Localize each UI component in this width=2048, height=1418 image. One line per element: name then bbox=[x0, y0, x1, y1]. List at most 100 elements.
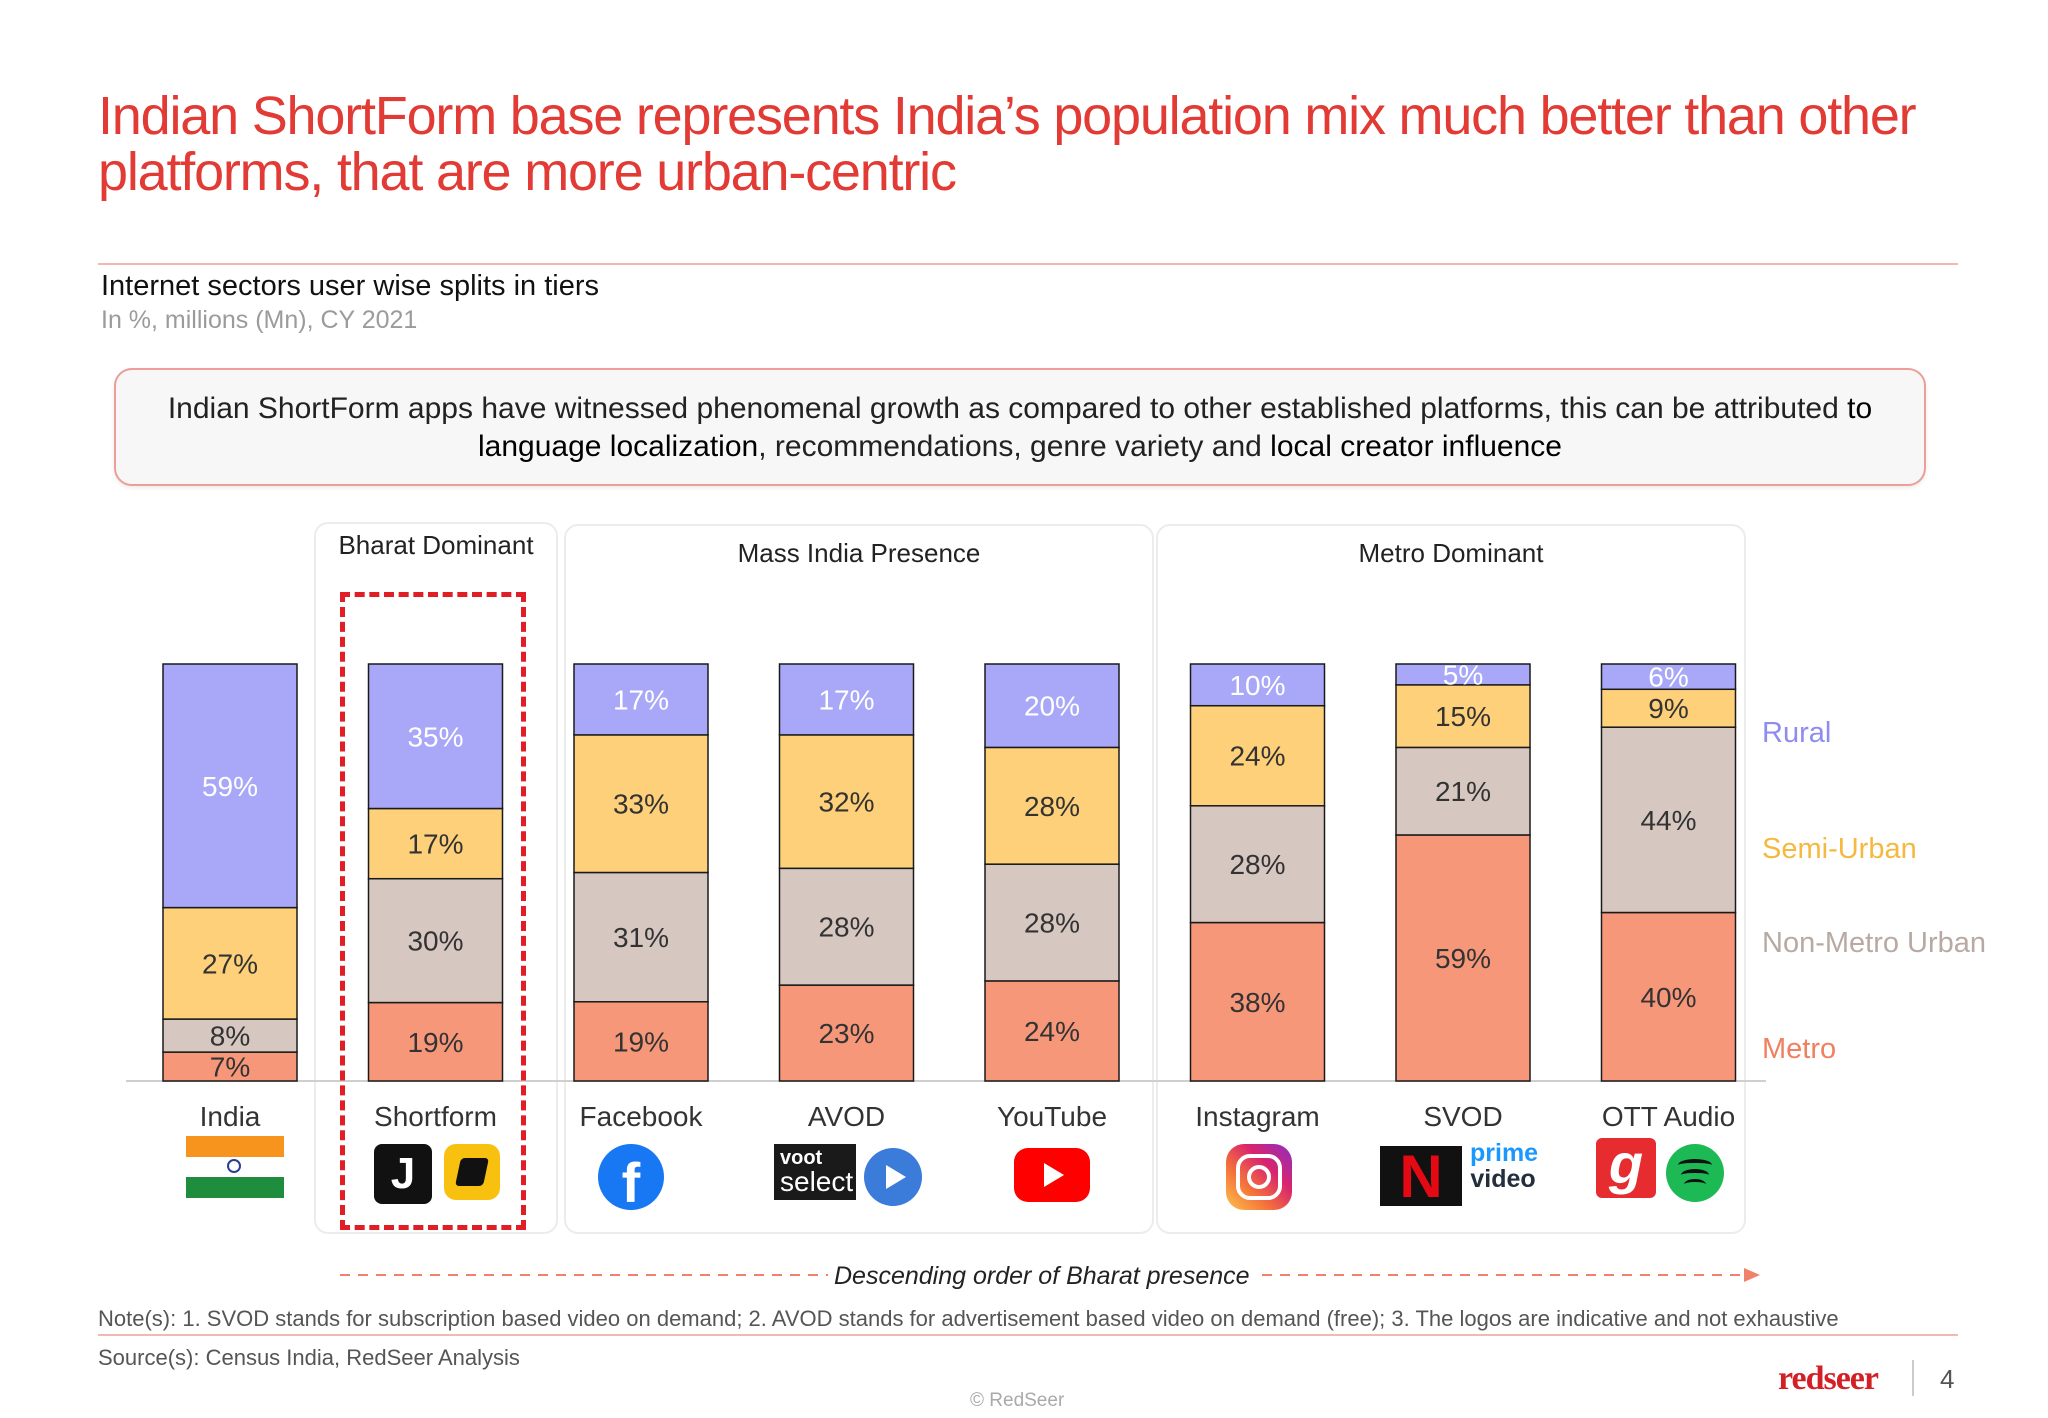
bar-instagram-metro bbox=[1189, 921, 1326, 1082]
prime-video-logo: prime video bbox=[1470, 1139, 1539, 1193]
bar-instagram-rural bbox=[1189, 663, 1326, 707]
callout-bold-1: to language localization bbox=[478, 392, 1873, 463]
arrow-label: Descending order of Bharat presence bbox=[834, 1262, 1250, 1290]
legend-metro: Metro bbox=[1762, 1033, 1836, 1065]
bar-avod-metro bbox=[778, 984, 915, 1082]
data-label: 17% bbox=[407, 829, 463, 860]
page-number: 4 bbox=[1940, 1364, 1955, 1394]
category-label: Shortform bbox=[374, 1101, 497, 1132]
legend-non-metro-urban: Non-Metro Urban bbox=[1762, 927, 1986, 959]
category-label: India bbox=[200, 1101, 261, 1132]
data-label: 28% bbox=[818, 912, 874, 943]
data-label: 17% bbox=[818, 684, 874, 715]
youtube-icon bbox=[1014, 1148, 1090, 1202]
brand-divider bbox=[1912, 1360, 1914, 1396]
data-label: 40% bbox=[1640, 982, 1696, 1013]
instagram-icon bbox=[1226, 1144, 1292, 1210]
data-label: 19% bbox=[613, 1026, 669, 1057]
callout-bold-2: local creator influence bbox=[1270, 430, 1562, 463]
brand-logo: redseer bbox=[1778, 1360, 1879, 1397]
data-label: 33% bbox=[613, 789, 669, 820]
data-label: 28% bbox=[1229, 849, 1285, 880]
bar-avod-non-metro-urban bbox=[778, 867, 915, 986]
page-title: Indian ShortForm base represents India’s… bbox=[98, 86, 1917, 202]
video-text: video bbox=[1470, 1165, 1536, 1193]
category-label: YouTube bbox=[997, 1101, 1107, 1132]
prime-text: prime bbox=[1470, 1139, 1539, 1167]
data-label: 24% bbox=[1229, 741, 1285, 772]
footer-divider bbox=[98, 1334, 1958, 1336]
footnote: Note(s): 1. SVOD stands for subscription… bbox=[98, 1306, 1839, 1331]
data-label: 31% bbox=[613, 922, 669, 953]
callout-text-2: , recommendations, genre variety and bbox=[758, 430, 1271, 463]
bar-svod-rural bbox=[1395, 663, 1531, 686]
india-flag-icon bbox=[186, 1136, 284, 1198]
data-label: 7% bbox=[210, 1052, 250, 1083]
play-circle-icon bbox=[864, 1148, 922, 1206]
group-label-mass: Mass India Presence bbox=[737, 538, 981, 568]
bar-ott-audio-non-metro-urban bbox=[1600, 726, 1737, 914]
category-label: Facebook bbox=[580, 1101, 704, 1132]
data-label: 10% bbox=[1229, 670, 1285, 701]
source-note: Source(s): Census India, RedSeer Analysi… bbox=[98, 1345, 520, 1370]
data-label: 59% bbox=[202, 771, 258, 802]
bar-instagram-non-metro-urban bbox=[1189, 805, 1326, 924]
group-label-bharat: Bharat Dominant bbox=[338, 530, 534, 560]
bar-facebook-rural bbox=[573, 663, 709, 736]
bar-youtube-rural bbox=[984, 663, 1120, 749]
data-label: 8% bbox=[210, 1021, 250, 1052]
callout-box: Indian ShortForm apps have witnessed phe… bbox=[114, 368, 1926, 486]
bar-svod-metro bbox=[1395, 834, 1531, 1082]
josh-app-icon: J bbox=[374, 1144, 432, 1204]
facebook-icon: f bbox=[598, 1144, 664, 1210]
category-label: OTT Audio bbox=[1602, 1101, 1735, 1132]
legend-semi-urban: Semi-Urban bbox=[1762, 833, 1917, 865]
bar-shortform-metro bbox=[367, 1001, 504, 1082]
title-divider bbox=[98, 263, 1958, 265]
bar-youtube-semi-urban bbox=[984, 746, 1120, 865]
chart-subtitle: Internet sectors user wise splits in tie… bbox=[101, 270, 600, 302]
data-label: 19% bbox=[407, 1027, 463, 1058]
voot-select-logo: voot select bbox=[774, 1144, 856, 1200]
copyright: © RedSeer bbox=[970, 1390, 1065, 1411]
voot-text: voot bbox=[780, 1147, 823, 1169]
data-label: 44% bbox=[1640, 805, 1696, 836]
moj-app-icon bbox=[444, 1144, 500, 1200]
data-label: 32% bbox=[818, 787, 874, 818]
bar-avod-rural bbox=[778, 663, 915, 736]
data-label: 30% bbox=[407, 926, 463, 957]
shortform-highlight-box bbox=[340, 592, 526, 1230]
data-label: 21% bbox=[1435, 776, 1491, 807]
voot-select-text: select bbox=[780, 1166, 854, 1197]
callout-text-1: Indian ShortForm apps have witnessed phe… bbox=[167, 392, 1848, 425]
bar-ott-audio-metro bbox=[1600, 911, 1737, 1082]
bar-facebook-non-metro-urban bbox=[573, 871, 709, 1003]
bar-india-rural bbox=[162, 663, 298, 909]
netflix-logo: N bbox=[1380, 1146, 1462, 1208]
bar-shortform-rural bbox=[367, 663, 504, 810]
bar-shortform-non-metro-urban bbox=[367, 877, 504, 1004]
data-label: 24% bbox=[1024, 1016, 1080, 1047]
data-label: 5% bbox=[1443, 659, 1483, 690]
legend-rural: Rural bbox=[1762, 717, 1831, 749]
category-label: SVOD bbox=[1423, 1101, 1502, 1132]
data-label: 38% bbox=[1229, 987, 1285, 1018]
bar-ott-audio-rural bbox=[1600, 663, 1737, 691]
data-label: 28% bbox=[1024, 791, 1080, 822]
bar-shortform-semi-urban bbox=[367, 807, 504, 880]
data-label: 20% bbox=[1024, 691, 1080, 722]
spotify-icon bbox=[1666, 1144, 1724, 1202]
bar-youtube-metro bbox=[984, 980, 1120, 1082]
data-label: 23% bbox=[818, 1018, 874, 1049]
data-label: 27% bbox=[202, 948, 258, 979]
category-label: Instagram bbox=[1195, 1101, 1320, 1132]
bar-instagram-semi-urban bbox=[1189, 704, 1326, 807]
gaana-logo: g bbox=[1596, 1136, 1656, 1198]
data-label: 9% bbox=[1648, 693, 1688, 724]
bar-ott-audio-semi-urban bbox=[1600, 688, 1737, 728]
bar-india-non-metro-urban bbox=[162, 1018, 298, 1053]
bar-india-metro bbox=[162, 1051, 298, 1082]
data-label: 6% bbox=[1648, 662, 1688, 693]
